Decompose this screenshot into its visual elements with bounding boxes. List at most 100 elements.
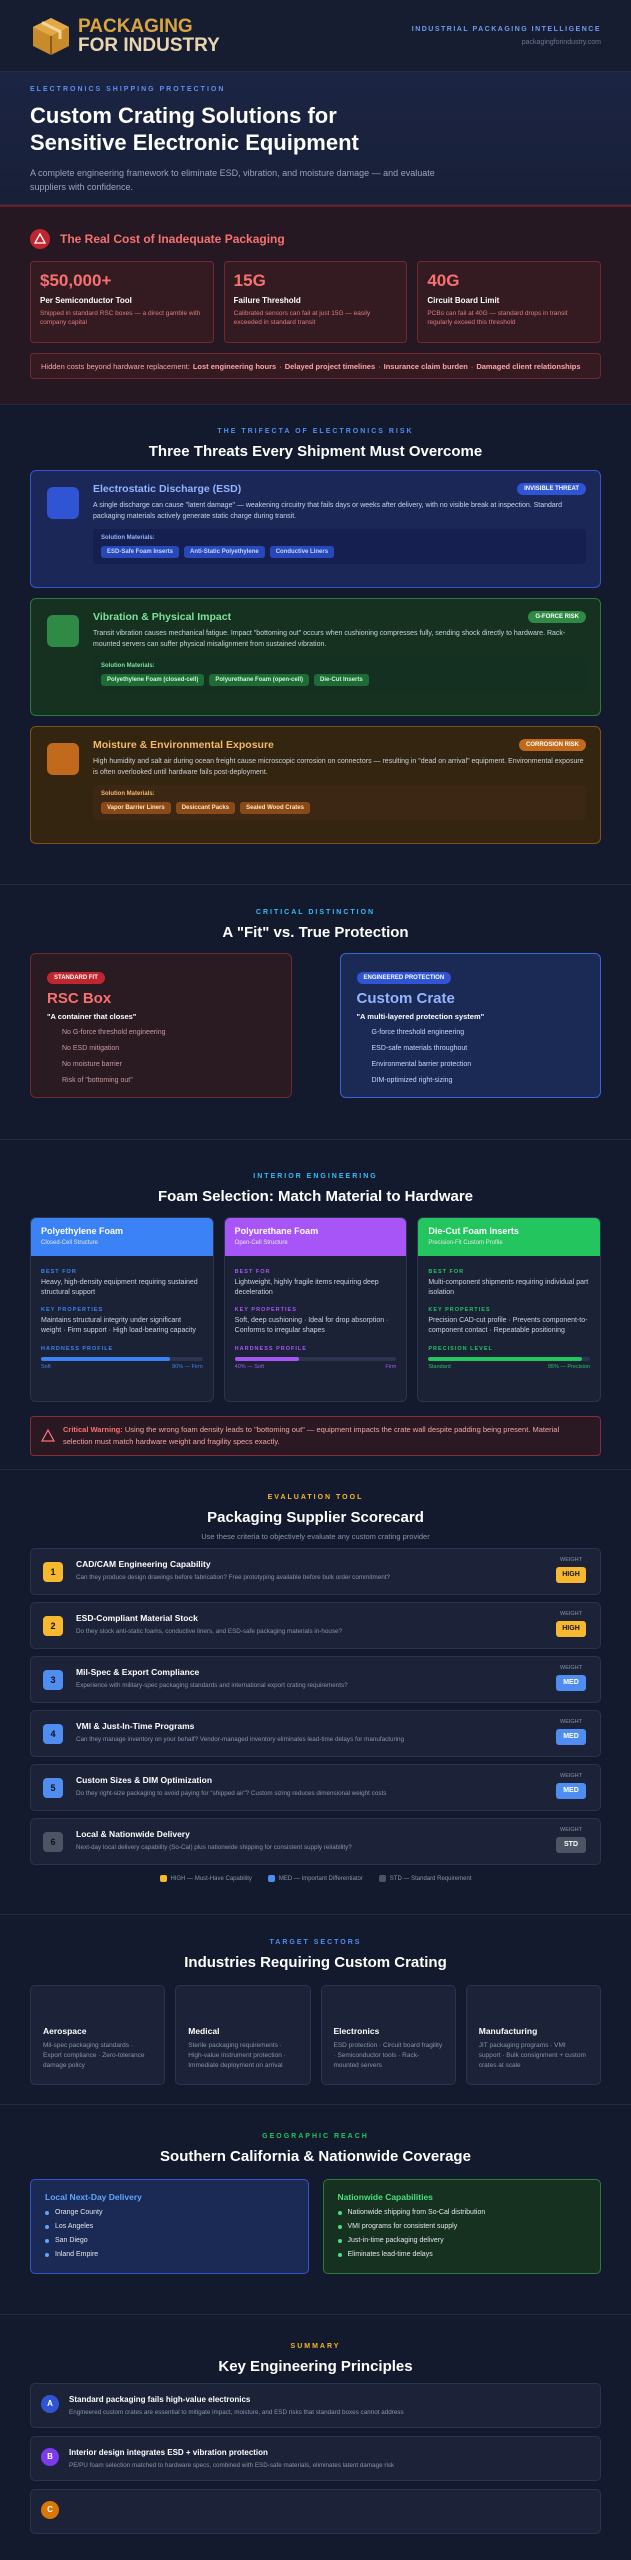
threat-text: Transit vibration causes mechanical fati… xyxy=(93,630,566,648)
tagline: INDUSTRIAL PACKAGING INTELLIGENCE xyxy=(411,25,601,33)
foam-card: Polyurethane Foam Open-Cell Structure BEST… xyxy=(223,1217,408,1402)
materials-label: Solution Materials: xyxy=(101,663,155,669)
bullet xyxy=(337,2238,342,2243)
principle-text: Engineered custom crates are essential t… xyxy=(69,2409,404,2416)
fit-item-text: DIM-optimized right-sizing xyxy=(371,1077,453,1084)
bullet xyxy=(337,2252,342,2257)
threat-title: Moisture & Environmental Exposure xyxy=(93,739,274,751)
cost-text: Shipped in standard RSC boxes — a direct… xyxy=(40,310,201,326)
fit-quote: "A multi-layered protection system" xyxy=(356,1012,485,1021)
industry-icon xyxy=(43,2000,61,2018)
threat-card: Moisture & Environmental Exposure CORROSI… xyxy=(30,726,601,844)
foam-card: Die-Cut Foam Inserts Precision-Fit Custom… xyxy=(417,1217,602,1402)
score-item: 3 Mil-Spec & Export Compliance Experience … xyxy=(30,1656,601,1703)
industry-card: Electronics ESD protection · Circuit boar… xyxy=(320,1985,456,2085)
bullet xyxy=(45,2252,49,2257)
industry-text: ESD protection · Circuit board fragility… xyxy=(333,2042,443,2069)
score-number: 6 xyxy=(43,1832,63,1852)
fit-item-text: ESD-safe materials throughout xyxy=(371,1045,468,1052)
score-title: Local & Nationwide Delivery xyxy=(76,1829,190,1839)
logo: PACKAGING FOR INDUSTRY xyxy=(30,15,220,57)
industry-text: Sterile packaging requirements · High-va… xyxy=(188,2042,286,2069)
label: PRECISION LEVEL xyxy=(428,1345,493,1352)
weight-label: WEIGHT xyxy=(560,1665,582,1671)
section-title: A "Fit" vs. True Protection xyxy=(222,924,409,941)
fit-item: G-force threshold engineering xyxy=(357,1028,585,1037)
material-tag: Polyethylene Foam (closed-cell) xyxy=(101,674,205,686)
industry-text: Mil-spec packaging standards · Export co… xyxy=(43,2042,145,2069)
cost-label: Per Semiconductor Tool xyxy=(40,296,132,305)
cost-value: 15G xyxy=(233,271,266,290)
foam-section: INTERIOR ENGINEERING Foam Selection: Mat… xyxy=(0,1140,631,1470)
threat-icon xyxy=(47,487,79,519)
hero-title: Custom Crating Solutions for Sensitive E… xyxy=(30,103,359,155)
level-track xyxy=(234,1356,397,1361)
eyebrow: INTERIOR ENGINEERING xyxy=(253,1173,378,1180)
cost-label: Circuit Board Limit xyxy=(427,296,500,305)
fit-item: Risk of "bottoming out" xyxy=(47,1076,275,1085)
section-subtitle: Use these criteria to objectively evalua… xyxy=(201,1532,430,1541)
fit-card: ENGINEERED PROTECTION Custom Crate "A mult… xyxy=(339,953,601,1098)
threat-text: High humidity and salt air during ocean … xyxy=(93,758,584,776)
bullet xyxy=(337,2224,342,2229)
weight-label: WEIGHT xyxy=(560,1773,582,1779)
principle-letter: B xyxy=(41,2448,59,2466)
industry-title: Electronics xyxy=(333,2026,380,2036)
level-bar xyxy=(234,1356,300,1361)
foam-subtitle: Open-Cell Structure xyxy=(234,1240,288,1246)
fit-quote: "A container that closes" xyxy=(47,1012,137,1021)
fit-title: RSC Box xyxy=(47,990,112,1007)
coverage-item: Inland Empire xyxy=(45,2251,294,2258)
cost-card: 15G Failure Threshold Calibrated sensors c… xyxy=(223,261,408,343)
eyebrow: CRITICAL DISTINCTION xyxy=(255,909,376,916)
principle-letter: C xyxy=(41,2501,59,2519)
separator: · xyxy=(279,362,282,371)
principle-letter: A xyxy=(41,2395,59,2413)
best-for: Multi-component shipments requiring indi… xyxy=(428,1279,589,1297)
materials-label: Solution Materials: xyxy=(101,791,155,797)
material-tag: ESD-Safe Foam Inserts xyxy=(101,546,180,558)
fit-item-text: No G-force threshold engineering xyxy=(62,1029,166,1036)
label: HARDNESS PROFILE xyxy=(41,1345,114,1352)
section-title: Three Threats Every Shipment Must Overco… xyxy=(148,443,483,460)
weight-label: WEIGHT xyxy=(560,1827,582,1833)
industries-section: TARGET SECTORS Industries Requiring Cust… xyxy=(0,1915,631,2105)
weight-badge: HIGH xyxy=(556,1621,586,1637)
material-tag: Anti-Static Polyethylene xyxy=(184,546,265,558)
score-number: 5 xyxy=(43,1778,63,1798)
legend-label: HIGH — Must-Have Capability xyxy=(170,1875,252,1882)
cost-section: The Real Cost of Inadequate Packaging $5… xyxy=(0,205,631,405)
fit-item-text: G-force threshold engineering xyxy=(371,1029,465,1036)
score-title: CAD/CAM Engineering Capability xyxy=(76,1559,211,1569)
header: PACKAGING FOR INDUSTRY INDUSTRIAL PACKAG… xyxy=(0,0,631,72)
threat-header: Moisture & Environmental Exposure CORROSI… xyxy=(93,739,586,751)
fit-item-icon xyxy=(47,1028,56,1037)
principle-title: Standard packaging fails high-value elec… xyxy=(69,2395,251,2404)
level-high: 80% — Firm xyxy=(172,1363,203,1370)
section-title: Southern California & Nationwide Coverag… xyxy=(160,2148,471,2165)
fit-badge: STANDARD FIT xyxy=(47,972,105,984)
bullet xyxy=(45,2238,49,2243)
coverage-text: Eliminates lead-time delays xyxy=(347,2251,433,2258)
materials: Solution Materials: ESD-Safe Foam Inserts… xyxy=(93,529,586,564)
cost-card: $50,000+ Per Semiconductor Tool Shipped in… xyxy=(30,261,214,343)
industry-icon xyxy=(334,2000,352,2018)
fit-item: ESD-safe materials throughout xyxy=(357,1044,585,1053)
label: KEY PROPERTIES xyxy=(428,1307,491,1314)
threat-badge: G-FORCE RISK xyxy=(528,611,586,623)
level-labels: Soft 80% — Firm xyxy=(41,1364,203,1370)
hidden-item: Damaged client relationships xyxy=(476,362,581,371)
threat-icon xyxy=(47,743,79,775)
industry-card: Medical Sterile packaging requirements · … xyxy=(175,1985,311,2085)
weight-badge: MED xyxy=(556,1783,586,1799)
threats-section: THE TRIFECTA OF ELECTRONICS RISK Three T… xyxy=(0,405,631,885)
weight-label: WEIGHT xyxy=(560,1719,582,1725)
principle: B Interior design integrates ESD + vibrat… xyxy=(30,2436,601,2481)
industry-text: JIT packaging programs · VMI support · B… xyxy=(478,2042,586,2069)
weight-badge: HIGH xyxy=(556,1567,586,1583)
materials: Solution Materials: Vapor Barrier Liners D… xyxy=(93,785,586,820)
score-item: 4 VMI & Just-In-Time Programs Can they man… xyxy=(30,1710,601,1757)
material-tag: Vapor Barrier Liners xyxy=(101,802,171,814)
section-title: Key Engineering Principles xyxy=(218,2358,413,2375)
section-title: Foam Selection: Match Material to Hardwa… xyxy=(157,1188,474,1205)
